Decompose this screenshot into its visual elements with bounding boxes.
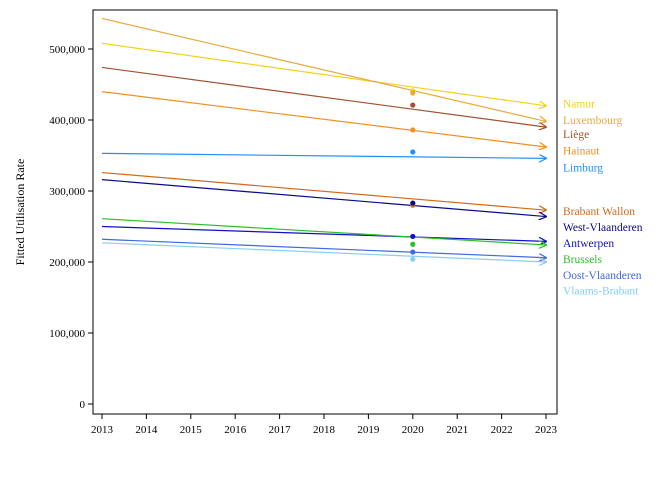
series-label: Namur <box>563 99 595 111</box>
x-tick-label: 2022 <box>491 424 513 436</box>
series-point <box>410 149 416 155</box>
series-line-oost-vlaanderen <box>101 238 546 257</box>
series-line-luxembourg <box>101 17 546 121</box>
series-label: Brussels <box>563 254 603 266</box>
y-tick-label: 500,000 <box>49 44 85 56</box>
series-line-brussels <box>101 218 546 245</box>
x-tick-label: 2023 <box>535 424 558 436</box>
series-point <box>410 256 416 262</box>
series-line-namur <box>101 42 546 105</box>
x-tick-label: 2014 <box>135 424 158 436</box>
series-line-hainaut <box>101 91 546 147</box>
series-points <box>410 88 416 262</box>
series-point <box>410 90 416 96</box>
series-label: Hainaut <box>563 146 600 158</box>
series-label: Limburg <box>563 163 603 175</box>
x-tick-label: 2016 <box>224 424 247 436</box>
series-line-antwerpen <box>101 225 546 242</box>
series-label: Oost-Vlaanderen <box>563 270 642 282</box>
series-label: Liège <box>563 129 589 141</box>
series-labels: Namur Luxembourg Liège Hainaut Limburg Braban… <box>563 99 643 298</box>
x-axis: 2013 2014 2015 2016 2017 2018 2019 2020 2021 2022… <box>91 414 558 436</box>
series-label: Luxembourg <box>563 115 622 127</box>
x-tick-label: 2017 <box>269 424 292 436</box>
series-point <box>410 249 416 255</box>
y-tick-label: 200,000 <box>49 257 85 269</box>
series-lines <box>101 17 546 262</box>
x-tick-label: 2020 <box>402 424 425 436</box>
series-line-vlaams-brabant <box>101 242 546 262</box>
y-tick-label: 100,000 <box>49 328 85 340</box>
y-tick-label: 300,000 <box>49 186 85 198</box>
series-line-limburg <box>101 152 546 158</box>
x-tick-label: 2018 <box>313 424 336 436</box>
x-tick-label: 2015 <box>180 424 203 436</box>
series-point <box>410 102 416 108</box>
series-label: West-Vlaanderen <box>563 222 643 234</box>
series-label: Antwerpen <box>563 238 614 250</box>
y-tick-label: 0 <box>80 399 86 411</box>
series-label: Vlaams-Brabant <box>563 285 639 297</box>
x-tick-label: 2021 <box>446 424 468 436</box>
series-label: Brabant Wallon <box>563 206 635 218</box>
y-axis-title: Fitted Utilisation Rate <box>13 159 27 266</box>
x-tick-label: 2019 <box>357 424 380 436</box>
y-tick-label: 400,000 <box>49 115 85 127</box>
series-line-li-ge <box>101 66 546 127</box>
x-tick-label: 2013 <box>91 424 114 436</box>
series-line-brabant-wallon <box>101 171 546 211</box>
series-point <box>410 241 416 247</box>
plot-frame <box>92 9 558 415</box>
series-point <box>410 127 416 133</box>
y-axis: 0 100,000 200,000 300,000 400,000 500,000 <box>49 44 93 411</box>
series-line-west-vlaanderen <box>101 179 546 217</box>
series-point <box>410 233 416 240</box>
series-point <box>410 200 416 206</box>
